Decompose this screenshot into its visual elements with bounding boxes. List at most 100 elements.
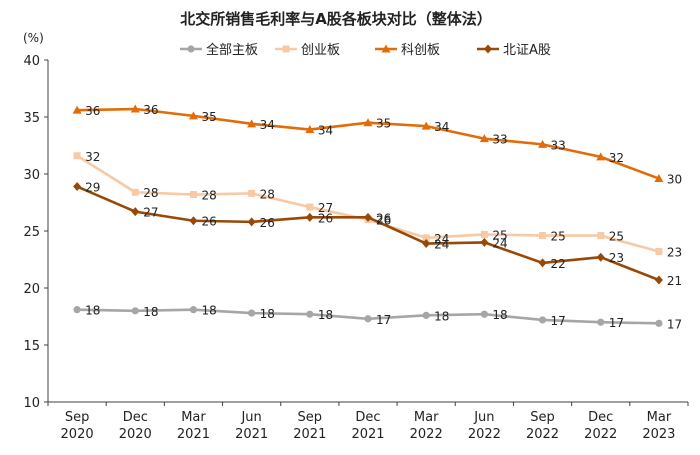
series-group	[72, 104, 664, 327]
x-tick-label: Dec 2022	[584, 410, 617, 442]
y-tick-label: 15	[23, 339, 40, 354]
series-line	[76, 185, 660, 282]
data-point	[247, 217, 256, 227]
data-label: 23	[609, 251, 624, 265]
data-point	[305, 125, 315, 134]
data-label: 26	[201, 215, 216, 229]
data-point	[538, 258, 547, 268]
x-tick-label: Dec 2021	[351, 410, 384, 442]
data-label: 18	[492, 308, 507, 322]
y-tick-label: 40	[23, 54, 40, 69]
data-label: 28	[201, 189, 216, 203]
data-point	[654, 275, 663, 285]
data-label: 24	[492, 236, 507, 250]
data-point	[248, 189, 256, 197]
data-label: 17	[667, 317, 682, 331]
data-point	[73, 306, 81, 314]
data-point	[131, 188, 139, 196]
x-tick-label: Sep 2021	[293, 410, 326, 442]
data-point	[72, 105, 82, 114]
data-point	[248, 309, 256, 317]
data-point	[306, 310, 314, 318]
data-point	[189, 216, 198, 226]
chart-title: 北交所销售毛利率与A股各板块对比（整体法）	[180, 10, 492, 28]
x-tick-label: Jun 2022	[468, 410, 501, 442]
data-label: 33	[551, 138, 566, 152]
data-point	[188, 111, 198, 120]
data-label: 33	[492, 133, 507, 147]
legend-swatch-marker	[282, 45, 290, 53]
data-label: 28	[143, 186, 158, 200]
data-point	[422, 234, 430, 242]
data-label: 26	[260, 216, 275, 230]
data-label: 28	[260, 187, 275, 201]
data-point	[655, 319, 663, 327]
data-point	[131, 307, 139, 315]
x-tick-label: Sep 2020	[61, 410, 94, 442]
legend-swatch-marker	[381, 44, 391, 53]
x-tick-label: Jun 2021	[235, 410, 268, 442]
data-point	[538, 316, 547, 324]
legend-item-创业板: 创业板	[275, 43, 340, 58]
x-tick-label: Mar 2021	[177, 410, 210, 442]
data-label: 36	[85, 104, 100, 118]
legend-label: 北证A股	[503, 43, 551, 58]
data-label: 18	[201, 304, 216, 318]
data-label: 27	[318, 201, 333, 215]
data-label: 17	[376, 313, 391, 327]
data-point	[73, 152, 81, 160]
legend-item-科创板: 科创板	[375, 43, 440, 58]
data-point	[655, 248, 663, 256]
x-tick-label: Mar 2022	[410, 410, 443, 442]
x-tick-label: Dec 2020	[119, 410, 152, 442]
legend-label: 全部主板	[206, 42, 258, 58]
data-label: 24	[434, 232, 449, 246]
legend-label: 创业板	[301, 43, 340, 58]
data-point	[131, 207, 140, 217]
x-axis: Sep 2020 Dec 2020 Mar 2021 Jun 2021 Sep 2021 Dec 20…	[47, 401, 689, 442]
data-point	[539, 232, 547, 240]
data-label: 34	[260, 118, 275, 132]
data-label: 17	[551, 314, 566, 328]
data-label: 30	[667, 173, 682, 187]
data-point	[363, 118, 373, 127]
data-label: 22	[551, 257, 566, 271]
data-point	[247, 119, 257, 128]
y-tick-label: 25	[23, 225, 40, 240]
data-point	[597, 232, 605, 240]
series-全部主板	[73, 306, 663, 327]
data-label: 21	[667, 274, 682, 288]
data-label: 35	[201, 110, 216, 124]
data-point	[538, 139, 548, 148]
data-label: 32	[609, 151, 624, 165]
data-label: 23	[667, 246, 682, 260]
data-point	[422, 311, 430, 319]
data-label: 25	[609, 230, 624, 244]
y-tick-label: 30	[23, 168, 40, 183]
data-label: 24	[434, 238, 449, 252]
data-point	[130, 104, 140, 113]
data-label: 34	[434, 120, 449, 134]
legend-item-全部主板: 全部主板	[180, 42, 258, 58]
data-label: 26	[376, 214, 391, 228]
data-label: 36	[143, 103, 158, 117]
data-label: 29	[85, 181, 100, 195]
data-point	[189, 306, 198, 314]
data-point	[480, 237, 489, 247]
legend-label: 科创板	[401, 43, 440, 58]
data-label: 18	[434, 309, 449, 323]
data-point	[364, 212, 372, 222]
data-label: 18	[260, 307, 275, 321]
data-label: 18	[318, 308, 333, 322]
data-label: 34	[318, 124, 333, 138]
data-point	[73, 182, 82, 192]
x-tick-label: Sep 2022	[526, 410, 559, 442]
legend-swatch-marker	[484, 44, 492, 54]
y-tick-label: 20	[23, 282, 40, 297]
data-point	[480, 310, 488, 318]
chart-legend: 全部主板 创业板 科创板 北证A股	[180, 42, 551, 58]
data-label: 25	[492, 228, 507, 242]
legend-swatch-marker	[187, 45, 195, 53]
